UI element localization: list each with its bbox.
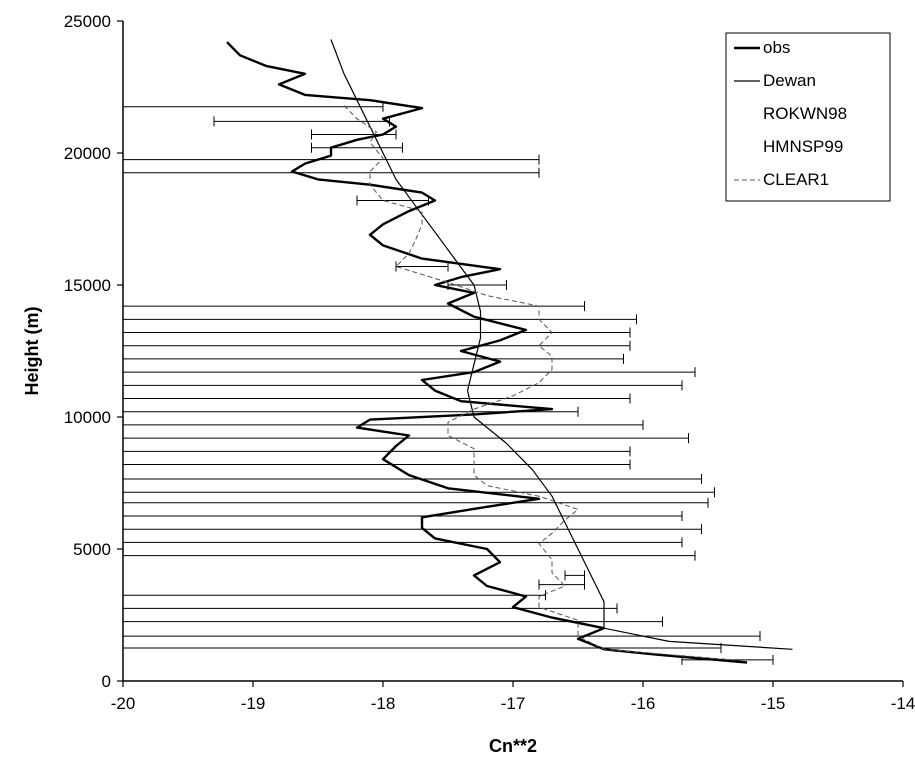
y-tick-label: 5000 — [73, 540, 111, 559]
x-tick-label: -18 — [371, 694, 396, 713]
legend-label: obs — [763, 38, 790, 57]
x-axis-title: Cn**2 — [489, 736, 537, 756]
legend-box — [725, 32, 891, 202]
y-tick-label: 0 — [102, 672, 111, 691]
x-tick-label: -17 — [501, 694, 526, 713]
legend-label: HMNSP99 — [763, 137, 843, 156]
y-tick-label: 20000 — [64, 144, 111, 163]
x-tick-label: -19 — [241, 694, 266, 713]
y-tick-label: 15000 — [64, 276, 111, 295]
y-axis-title: Height (m) — [22, 307, 42, 396]
series-line-clear1 — [343, 105, 735, 661]
legend-label: CLEAR1 — [763, 170, 829, 189]
x-tick-label: -16 — [631, 694, 656, 713]
y-tick-label: 25000 — [64, 12, 111, 31]
x-tick-label: -15 — [761, 694, 786, 713]
x-tick-label: -20 — [111, 694, 136, 713]
series-line-obs — [226, 41, 748, 664]
tick-layer: -20 -19 -18 -17 -16 -15 -14 0 5000 10000 15000 2000… — [64, 12, 915, 713]
y-tick-label: 10000 — [64, 408, 111, 427]
legend-label: Dewan — [763, 71, 816, 90]
x-tick-label: -14 — [891, 694, 915, 713]
legend: obs Dewan ROKWN98 HMNSP99 CLEAR1 — [725, 32, 891, 202]
series-layer — [123, 39, 793, 665]
series-line-dewan — [330, 39, 793, 650]
legend-label: ROKWN98 — [763, 104, 847, 123]
